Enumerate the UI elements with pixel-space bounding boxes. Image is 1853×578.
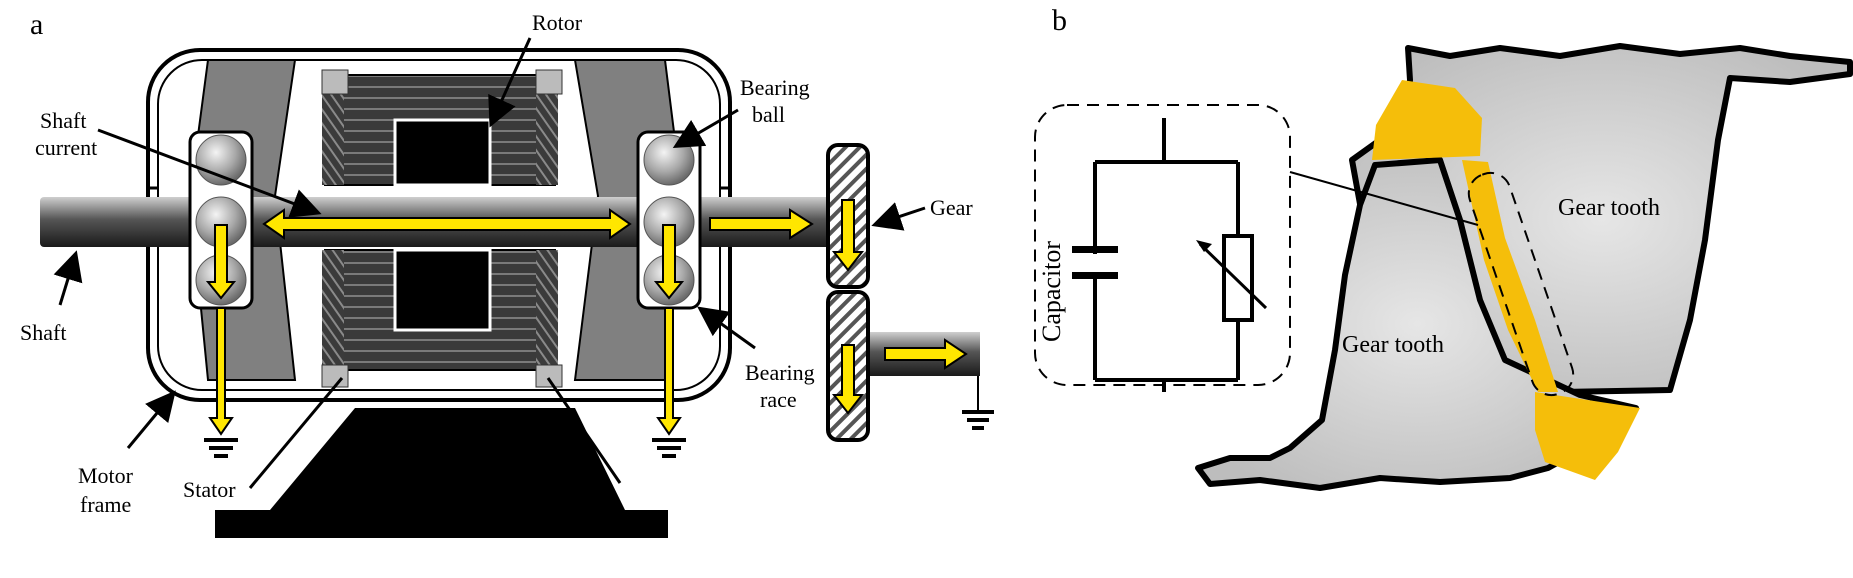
shaft-to-gear-arrow bbox=[709, 208, 814, 240]
label-shaft-current-line2: current bbox=[35, 135, 97, 160]
motor-mount bbox=[270, 408, 625, 510]
shaft-current-double-arrow bbox=[262, 208, 632, 240]
label-motor-frame-line2: frame bbox=[80, 492, 131, 517]
contact-zone-mesh bbox=[1462, 160, 1558, 392]
label-rotor: Rotor bbox=[532, 10, 583, 35]
left-ground-path-arrow bbox=[208, 307, 234, 436]
winding-end-br bbox=[535, 364, 563, 388]
contact-gap-highlight bbox=[1467, 171, 1575, 397]
stator-coil-right-bottom bbox=[536, 250, 558, 370]
driven-shaft-arrow bbox=[884, 338, 968, 370]
contact-zone-lower bbox=[1535, 392, 1640, 480]
variable-resistor bbox=[1222, 234, 1254, 322]
label-gear-tooth-upper: Gear tooth bbox=[1558, 195, 1660, 221]
shaft-current-arrows bbox=[205, 199, 968, 436]
winding-end-tr bbox=[535, 69, 563, 95]
label-gear-tooth-lower: Gear tooth bbox=[1342, 332, 1444, 358]
label-bearing-ball-line2: ball bbox=[752, 102, 785, 127]
ground-symbol-gear bbox=[962, 376, 994, 430]
ground-symbol-right bbox=[652, 438, 686, 458]
capacitor-plate-top bbox=[1072, 246, 1118, 253]
stator-leader bbox=[248, 377, 344, 489]
equivalent-circuit bbox=[1072, 118, 1268, 392]
winding-end-bl bbox=[321, 364, 349, 388]
label-bearing-ball-line1: Bearing bbox=[740, 75, 810, 100]
lower-gear-tooth bbox=[1195, 157, 1639, 491]
label-shaft: Shaft bbox=[20, 320, 66, 345]
label-bearing-race-line1: Bearing bbox=[745, 360, 815, 385]
motor-frame-leader bbox=[126, 390, 176, 449]
capacitor-plate-bottom bbox=[1072, 272, 1118, 279]
left-bearing-down-arrow bbox=[205, 224, 237, 300]
panel-a-letter: a bbox=[30, 8, 43, 41]
shaft-leader bbox=[53, 250, 83, 306]
rotor-leader bbox=[488, 37, 532, 128]
winding-end-tl bbox=[321, 69, 349, 95]
panel-b-letter: b bbox=[1052, 4, 1067, 37]
right-ground-path-arrow bbox=[656, 307, 682, 436]
gear-leader bbox=[871, 202, 926, 231]
contact-zone-upper bbox=[1372, 80, 1482, 160]
label-bearing-race-line2: race bbox=[760, 387, 797, 412]
rotor-slot-top bbox=[393, 118, 492, 187]
label-gear: Gear bbox=[930, 195, 973, 220]
panel-a: a bbox=[20, 8, 994, 538]
lower-gear-down-arrow bbox=[831, 344, 865, 415]
rotor-slot-bottom bbox=[393, 248, 492, 332]
stator-coil-right-top bbox=[536, 75, 558, 185]
right-bearing-ball-1 bbox=[643, 134, 695, 186]
label-stator: Stator bbox=[183, 477, 236, 502]
label-capacitor: Capacitor bbox=[1037, 241, 1066, 342]
bearing-ball-leader bbox=[672, 108, 739, 149]
label-motor-frame-line1: Motor bbox=[78, 463, 134, 488]
motor-base-plate bbox=[215, 510, 668, 538]
panel-b: b Capacito bbox=[1034, 4, 1853, 491]
right-bearing-down-arrow bbox=[653, 224, 685, 300]
ground-symbol-left bbox=[204, 438, 238, 458]
circuit-callout-line bbox=[1289, 171, 1479, 226]
bearing-race-leader bbox=[697, 306, 756, 350]
upper-gear-down-arrow bbox=[831, 199, 865, 272]
stator-leader-2 bbox=[546, 377, 622, 484]
variable-resistor-arrow bbox=[1198, 242, 1268, 310]
stator-coil-left-bottom bbox=[322, 250, 344, 370]
leader-lines bbox=[53, 37, 926, 489]
label-shaft-current-line1: Shaft bbox=[40, 108, 86, 133]
stator-coil-left-top bbox=[322, 75, 344, 185]
shaft-current-leader bbox=[97, 128, 322, 218]
